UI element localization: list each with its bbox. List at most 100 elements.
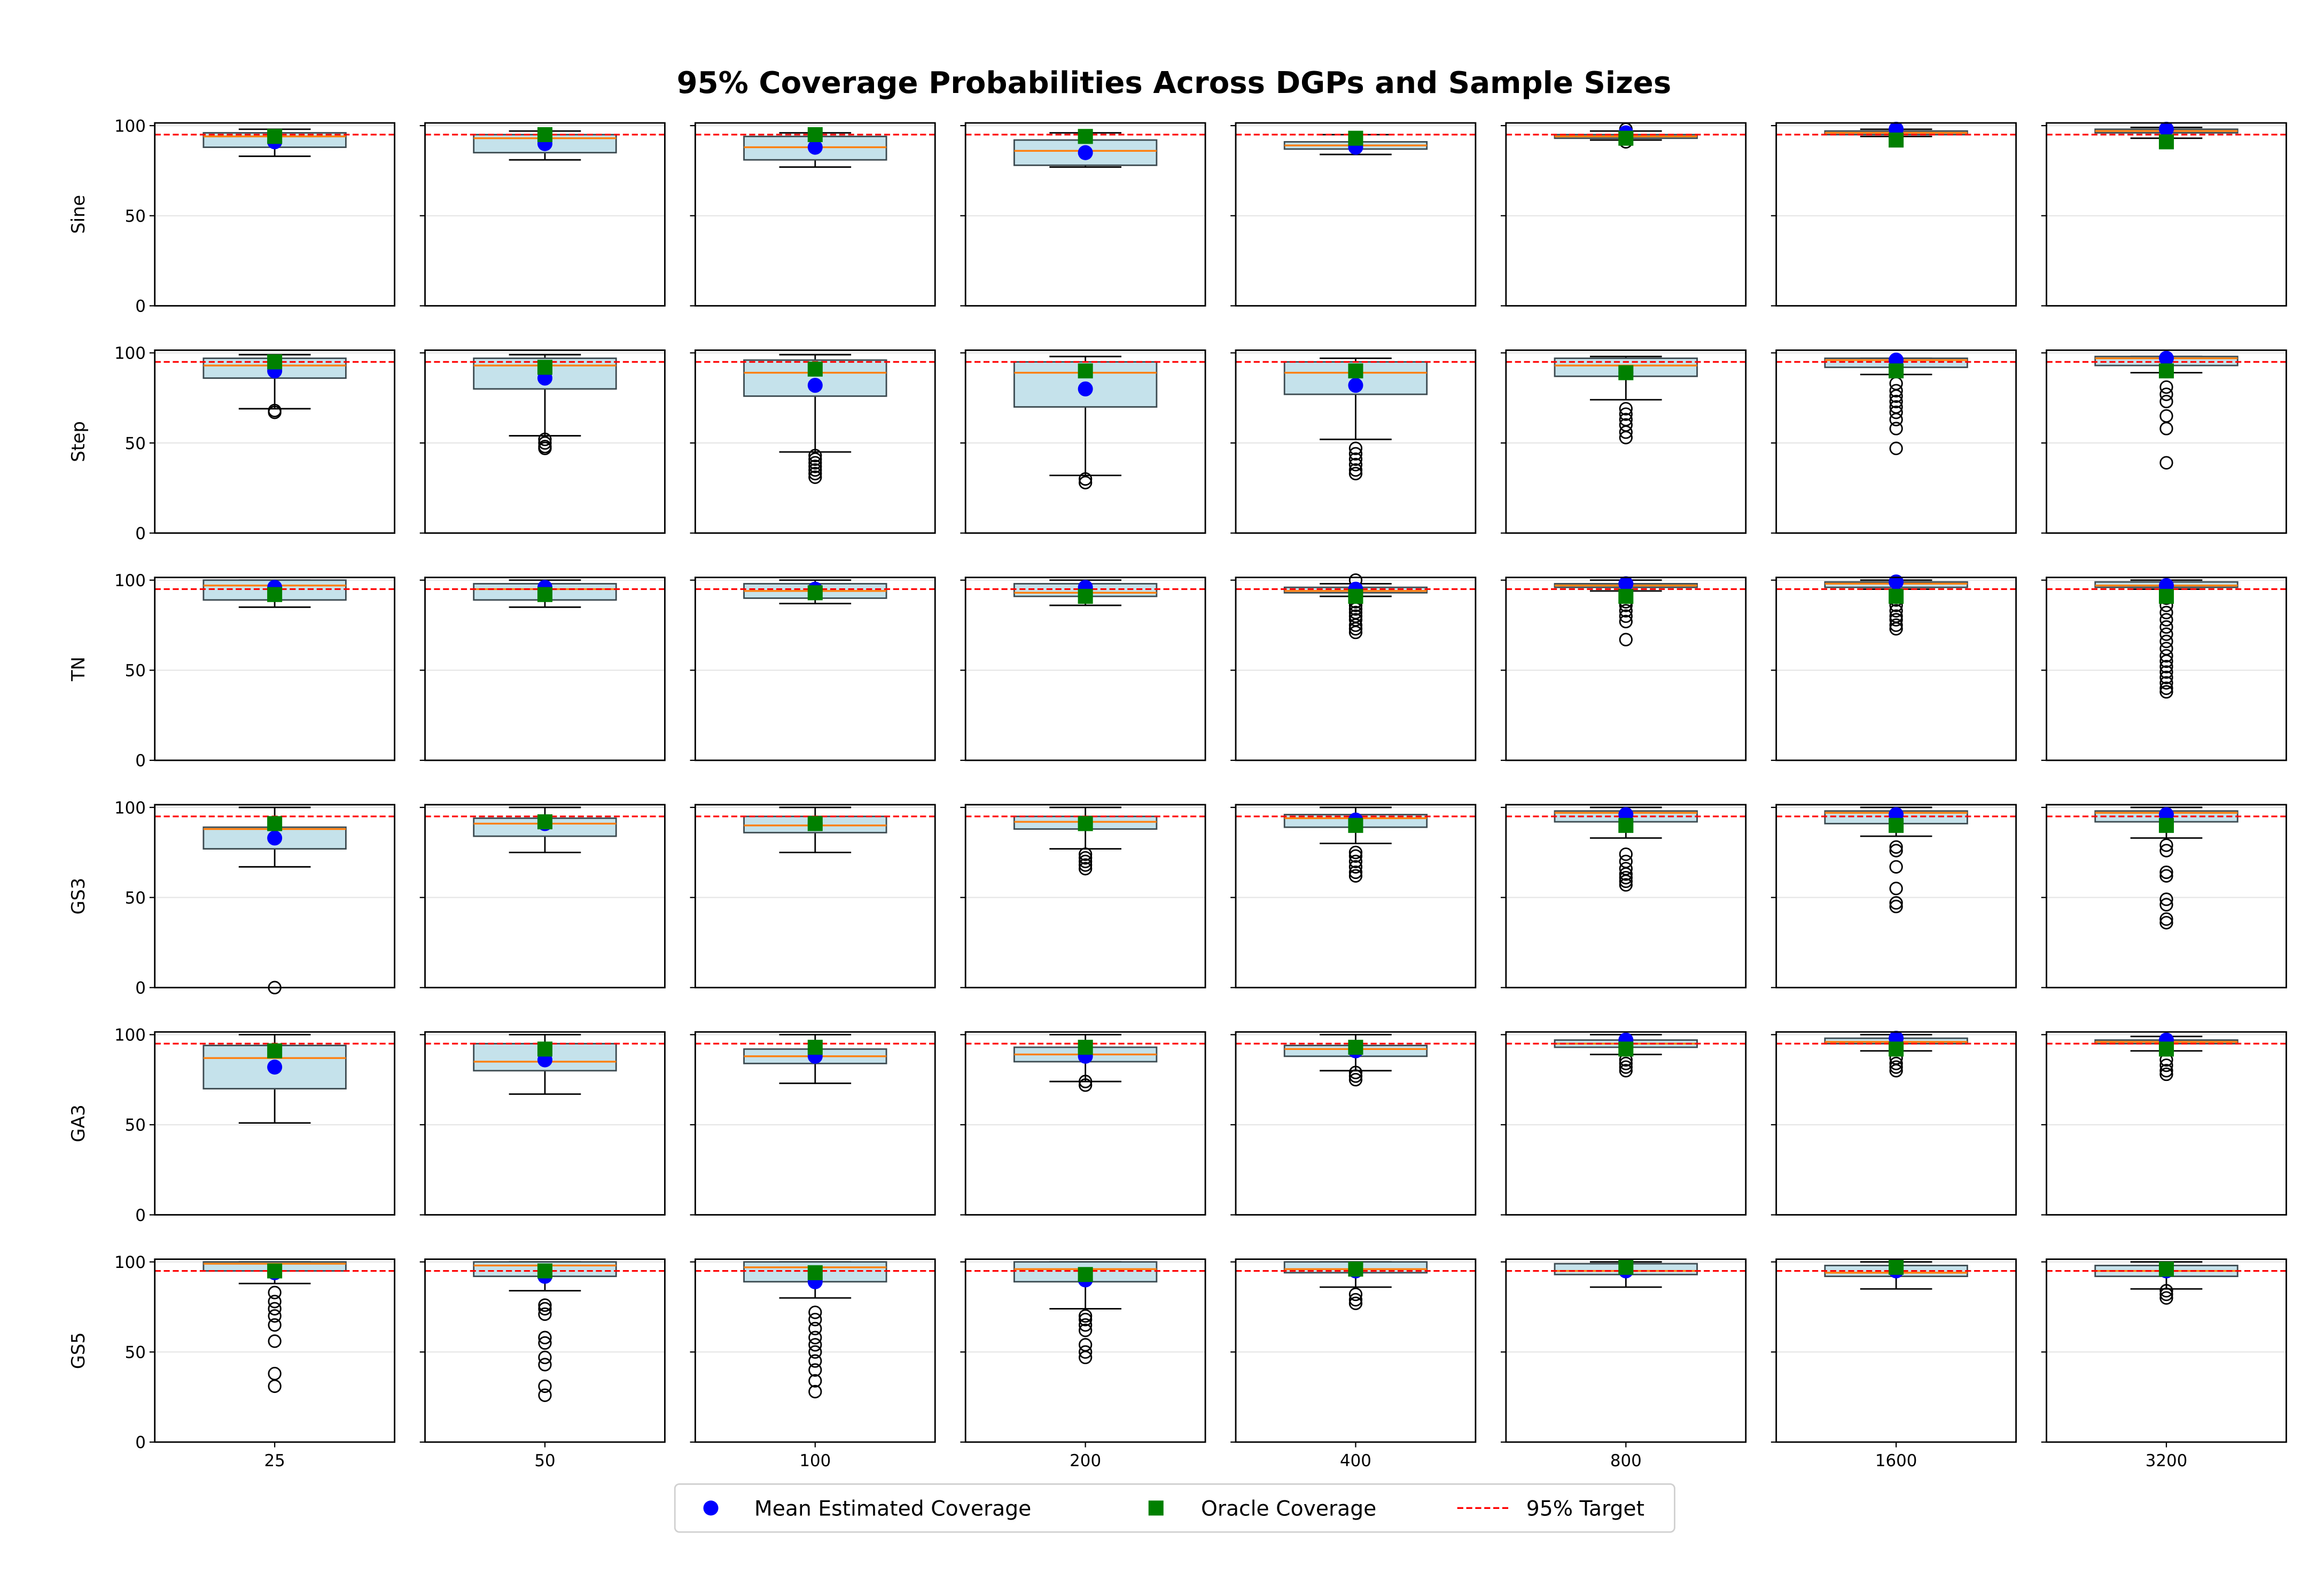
- panel-frame: [694, 1031, 936, 1216]
- outlier-point: [1348, 1293, 1363, 1307]
- outlier-point: [1889, 899, 1903, 914]
- outlier-point: [538, 440, 552, 454]
- legend-oracle-marker: [1148, 1500, 1164, 1516]
- oracle-point: [267, 354, 283, 370]
- outlier-point: [2159, 916, 2173, 930]
- y-tick-label: 50: [125, 1116, 146, 1135]
- panel-frame: [1505, 577, 1747, 761]
- outlier-point: [808, 456, 822, 470]
- outlier-point: [1079, 476, 1093, 489]
- oracle-point: [267, 587, 283, 602]
- outlier-point: [1079, 847, 1093, 861]
- panel-GS3-25: 0 50 100: [114, 798, 395, 998]
- panel-GS3-800: [1501, 804, 1747, 989]
- panel-GS3-100: [690, 804, 936, 989]
- outlier-point: [1889, 844, 1903, 858]
- outlier-point: [1348, 1287, 1363, 1302]
- outlier-point: [808, 1345, 822, 1359]
- outlier-point: [2159, 380, 2173, 394]
- row-label: Step: [68, 421, 89, 462]
- legend-label-mean: Mean Estimated Coverage: [754, 1497, 1031, 1521]
- outlier-point: [1889, 394, 1903, 409]
- y-tick-label: 100: [114, 344, 146, 363]
- panel-frame: [154, 804, 395, 989]
- outlier-point: [538, 436, 552, 450]
- outlier-point: [1348, 854, 1363, 868]
- panel-GS3-400: [1230, 804, 1477, 989]
- x-tick-label: 50: [534, 1451, 555, 1470]
- outlier-point: [1889, 860, 1903, 874]
- outlier-point: [2159, 1058, 2173, 1072]
- panel-frame: [2046, 577, 2287, 761]
- mean-point: [1889, 574, 1904, 590]
- outlier-point: [1348, 865, 1363, 879]
- row-label: GS3: [68, 878, 89, 915]
- outlier-point: [538, 1388, 552, 1402]
- outlier-point: [268, 1302, 282, 1316]
- panel-frame: [1235, 349, 1477, 534]
- outlier-point: [1889, 422, 1903, 435]
- x-tick-label: 25: [264, 1451, 285, 1470]
- oracle-point: [1078, 1267, 1093, 1282]
- oracle-point: [1348, 589, 1363, 604]
- panel-GA3-25: 0 50 100: [114, 1026, 395, 1225]
- outlier-point: [808, 1374, 822, 1388]
- panel-frame: [694, 122, 936, 307]
- panel-frame: [1505, 804, 1747, 989]
- oracle-point: [267, 1043, 283, 1058]
- oracle-point: [537, 587, 553, 602]
- outlier-point: [1348, 1065, 1363, 1079]
- y-tick-label: 100: [114, 798, 146, 818]
- panel-TN-3200: [2041, 577, 2287, 761]
- outlier-point: [808, 1338, 822, 1352]
- oracle-point: [1618, 1041, 1634, 1057]
- outlier-point: [1619, 1060, 1633, 1074]
- panel-GA3-50: [419, 1031, 666, 1216]
- outlier-point: [2159, 892, 2173, 906]
- oracle-point: [537, 360, 553, 375]
- panel-frame: [154, 349, 395, 534]
- oracle-point: [2158, 589, 2174, 604]
- outlier-point: [1348, 463, 1363, 477]
- mean-point: [1618, 576, 1634, 591]
- outlier-point: [1079, 1309, 1093, 1323]
- oracle-point: [1078, 129, 1093, 144]
- oracle-point: [537, 1263, 553, 1279]
- y-tick-label: 0: [135, 978, 146, 998]
- outlier-point: [1619, 854, 1633, 868]
- outlier-point: [808, 449, 822, 463]
- legend-label-oracle: Oracle Coverage: [1201, 1497, 1376, 1521]
- outlier-point: [538, 1350, 552, 1365]
- panel-frame: [1505, 1031, 1747, 1216]
- mean-point: [2158, 121, 2174, 137]
- outlier-point: [1619, 614, 1633, 628]
- y-tick-label: 0: [135, 297, 146, 316]
- y-tick-label: 50: [125, 889, 146, 908]
- oracle-point: [2158, 818, 2174, 833]
- outlier-point: [1079, 1075, 1093, 1088]
- panel-frame: [2046, 1031, 2287, 1216]
- outlier-point: [268, 403, 282, 417]
- outlier-point: [1889, 896, 1903, 910]
- mean-point: [1078, 145, 1093, 160]
- outlier-point: [538, 1336, 552, 1350]
- oracle-point: [537, 127, 553, 142]
- outlier-point: [2159, 665, 2173, 679]
- outlier-point: [2159, 685, 2173, 699]
- panel-Sine-25: 0 50 100: [114, 116, 395, 316]
- panel-Sine-100: [690, 122, 936, 307]
- panel-GA3-1600: [1771, 1031, 2017, 1216]
- outlier-point: [2159, 865, 2173, 879]
- outlier-point: [1079, 1318, 1093, 1332]
- mean-point: [807, 139, 823, 155]
- panel-Step-50: [419, 349, 666, 534]
- outlier-point: [2159, 649, 2173, 663]
- outlier-point: [1079, 854, 1093, 868]
- outlier-point: [1348, 845, 1363, 859]
- panel-frame: [964, 1031, 1206, 1216]
- outlier-point: [2159, 1287, 2173, 1302]
- y-tick-label: 50: [125, 661, 146, 681]
- oracle-point: [2158, 134, 2174, 150]
